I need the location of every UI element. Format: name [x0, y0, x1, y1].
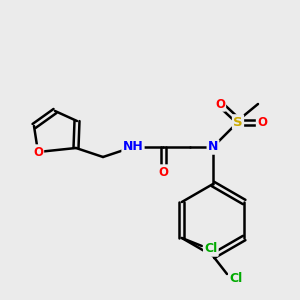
- Text: O: O: [158, 166, 168, 178]
- Text: S: S: [233, 116, 243, 128]
- Text: O: O: [215, 98, 225, 110]
- Text: NH: NH: [123, 140, 143, 154]
- Text: N: N: [208, 140, 218, 154]
- Text: Cl: Cl: [204, 242, 218, 256]
- Text: O: O: [257, 116, 267, 128]
- Text: Cl: Cl: [230, 272, 243, 286]
- Text: O: O: [33, 146, 43, 158]
